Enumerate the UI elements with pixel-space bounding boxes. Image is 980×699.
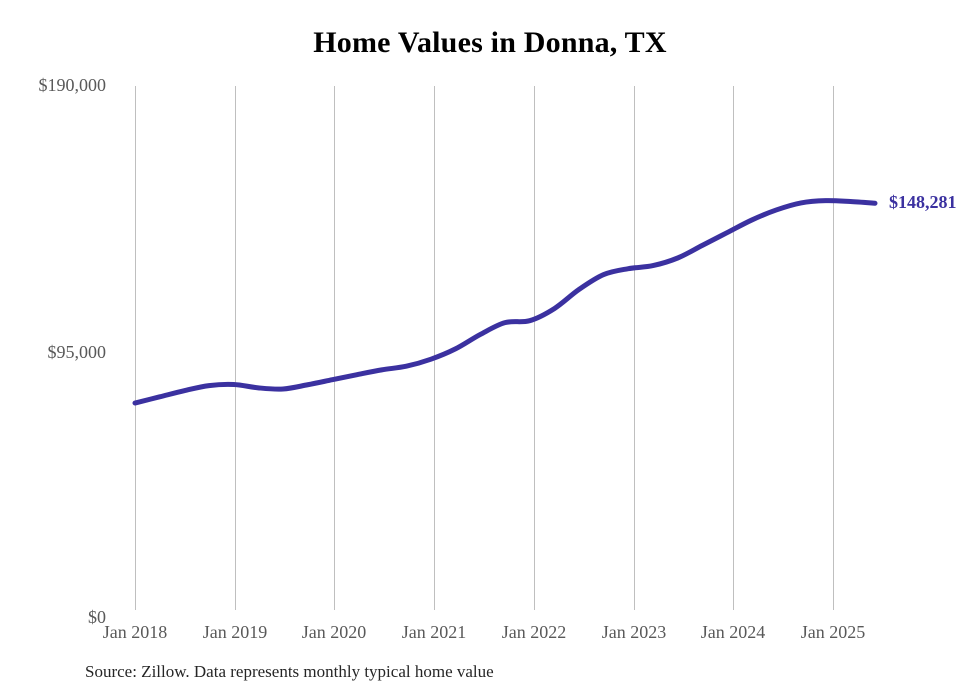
page-title: Home Values in Donna, TX <box>313 26 667 59</box>
y-axis-tick-95000: $95,000 <box>47 342 107 362</box>
data-line-typical-home-value <box>132 198 878 406</box>
gridlines <box>135 86 834 610</box>
x-axis-tick-jan-2025: Jan 2025 <box>800 622 866 642</box>
source-note: Source: Zillow. Data represents monthly … <box>85 662 494 681</box>
x-axis-tick-jan-2023: Jan 2023 <box>601 622 667 642</box>
y-axis-tick-0: $0 <box>88 607 106 627</box>
x-axis-tick-jan-2024: Jan 2024 <box>700 622 766 642</box>
end-value-annotation: $148,281 <box>889 192 957 213</box>
x-axis-tick-jan-2021: Jan 2021 <box>401 622 467 642</box>
x-axis-tick-jan-2022: Jan 2022 <box>501 622 567 642</box>
x-axis-tick-jan-2019: Jan 2019 <box>202 622 268 642</box>
x-axis-tick-jan-2020: Jan 2020 <box>301 622 367 642</box>
x-axis-tick-jan-2018: Jan 2018 <box>102 622 168 642</box>
y-axis-tick-190000: $190,000 <box>38 75 107 95</box>
